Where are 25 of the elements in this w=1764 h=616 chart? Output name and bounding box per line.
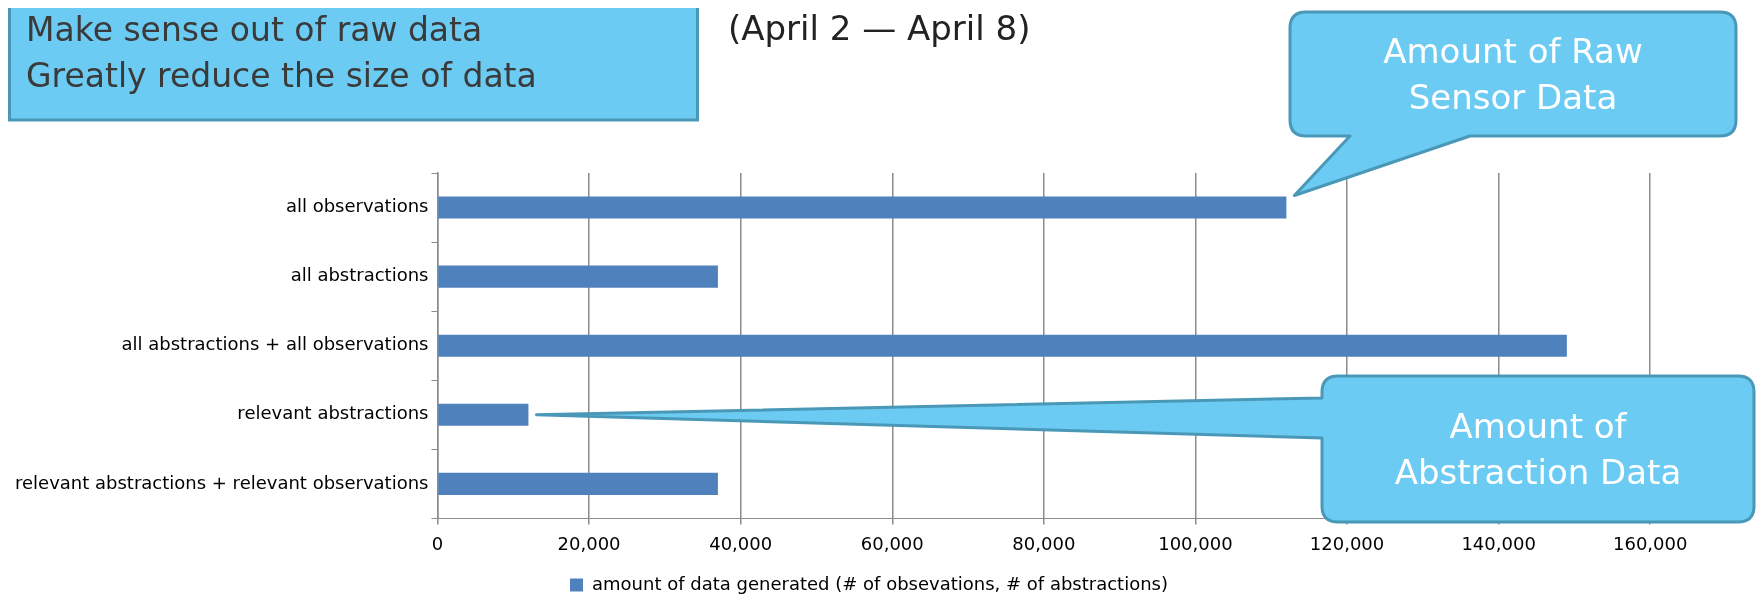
- x-tick-label: 40,000: [709, 532, 773, 554]
- legend-label: amount of data generated (# of obsevations, # of abstractions): [592, 572, 1168, 594]
- text: Greatly reduce the size of data: [26, 56, 537, 96]
- text: Make sense out of raw data: [26, 10, 483, 50]
- y-tick-label: all abstractions: [290, 264, 429, 286]
- bar: [438, 265, 718, 288]
- x-tick-label: 0: [431, 532, 444, 554]
- x-tick-label: 60,000: [860, 532, 924, 554]
- x-tick-label: 160,000: [1612, 532, 1688, 554]
- y-tick-label: relevant abstractions: [237, 402, 429, 424]
- x-tick-label: 120,000: [1309, 532, 1385, 554]
- annotation: Amount of Abstraction Data: [1393, 405, 1683, 494]
- bar: [438, 472, 718, 495]
- text: Amount of Raw Sensor Data: [1382, 30, 1644, 119]
- chart-title: (April 2 — April 8): [728, 7, 1031, 48]
- y-tick-label: relevant abstractions + relevant observations: [15, 471, 429, 493]
- bar: [438, 196, 1287, 219]
- y-tick-label: all observations: [285, 195, 429, 217]
- x-tick-label: 100,000: [1158, 532, 1233, 554]
- x-tick-label: 140,000: [1461, 532, 1536, 554]
- bar: [438, 403, 529, 426]
- x-tick-label: 20,000: [557, 532, 621, 554]
- x-tick-label: 80,000: [1012, 532, 1076, 554]
- bar: [438, 334, 1567, 357]
- y-tick-label: all abstractions + all observations: [121, 333, 429, 355]
